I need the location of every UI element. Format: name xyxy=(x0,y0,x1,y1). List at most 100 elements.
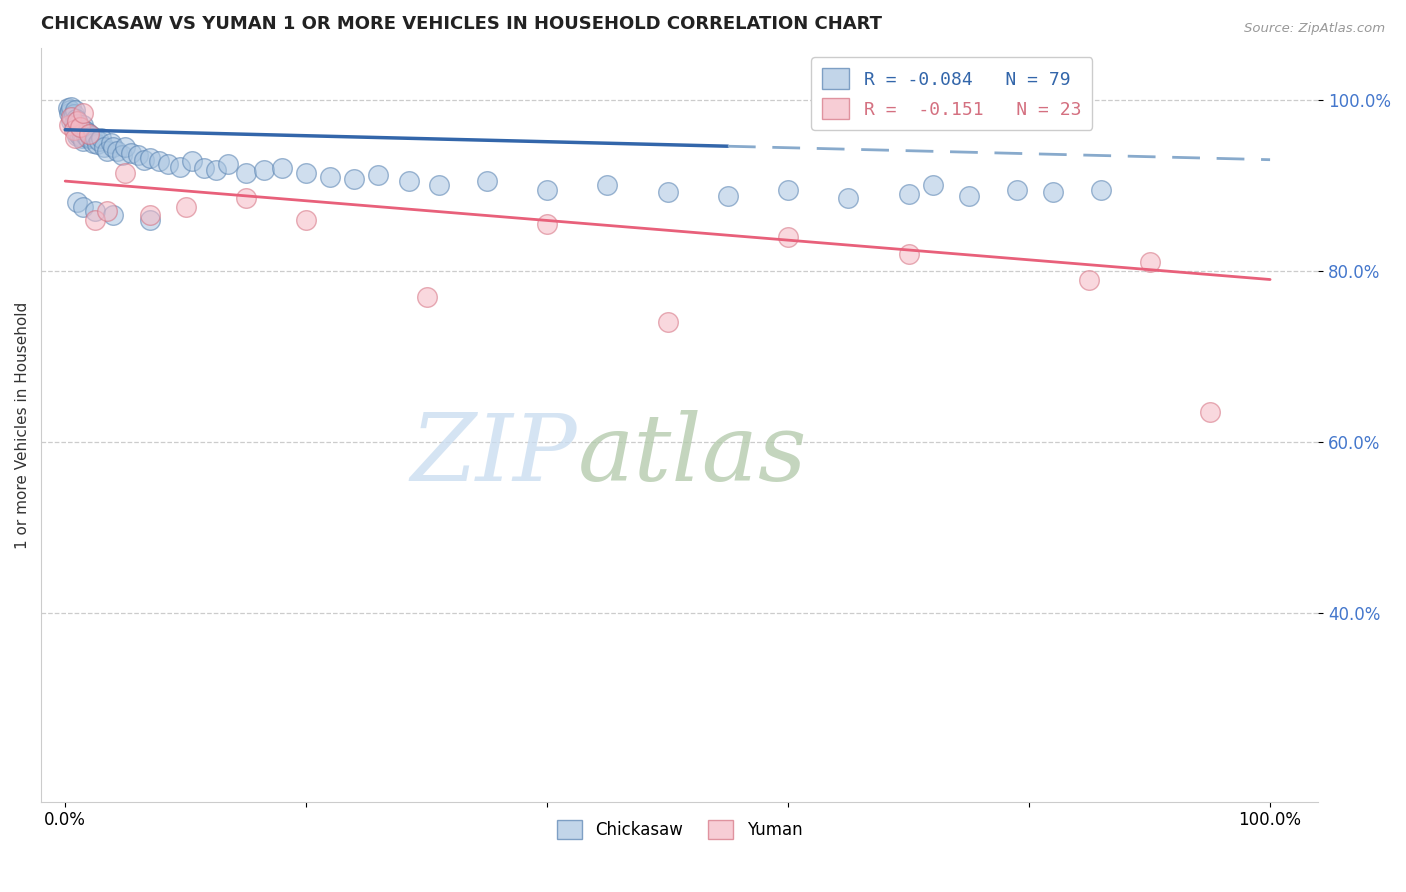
Point xyxy=(367,168,389,182)
Point xyxy=(84,131,107,145)
Text: CHICKASAW VS YUMAN 1 OR MORE VEHICLES IN HOUSEHOLD CORRELATION CHART: CHICKASAW VS YUMAN 1 OR MORE VEHICLES IN… xyxy=(41,15,882,33)
Point xyxy=(65,122,87,136)
Point xyxy=(60,114,83,128)
Point xyxy=(70,125,93,139)
Point xyxy=(75,128,97,143)
Point xyxy=(295,212,318,227)
Point xyxy=(138,212,160,227)
Point xyxy=(536,183,558,197)
Point xyxy=(957,188,980,202)
Point xyxy=(80,128,103,143)
Point xyxy=(62,107,84,121)
Point xyxy=(174,200,197,214)
Point xyxy=(87,134,110,148)
Point xyxy=(72,105,94,120)
Point xyxy=(156,157,179,171)
Point xyxy=(65,112,87,127)
Point xyxy=(475,174,498,188)
Point xyxy=(180,154,202,169)
Point xyxy=(56,101,79,115)
Point xyxy=(897,247,920,261)
Point xyxy=(59,103,82,117)
Text: Source: ZipAtlas.com: Source: ZipAtlas.com xyxy=(1244,22,1385,36)
Point xyxy=(69,128,91,143)
Point xyxy=(114,140,136,154)
Point xyxy=(253,163,276,178)
Point xyxy=(58,119,80,133)
Point xyxy=(72,200,94,214)
Text: ZIP: ZIP xyxy=(411,410,578,500)
Y-axis label: 1 or more Vehicles in Household: 1 or more Vehicles in Household xyxy=(15,301,30,549)
Point xyxy=(96,144,118,158)
Point xyxy=(217,157,239,171)
Point xyxy=(717,188,740,202)
Point xyxy=(778,183,800,197)
Point xyxy=(127,148,149,162)
Point xyxy=(96,204,118,219)
Point xyxy=(66,114,89,128)
Point xyxy=(536,217,558,231)
Point xyxy=(657,315,679,329)
Legend: Chickasaw, Yuman: Chickasaw, Yuman xyxy=(550,814,808,846)
Point xyxy=(148,154,170,169)
Point xyxy=(1139,255,1161,269)
Point xyxy=(1078,272,1101,286)
Point xyxy=(66,128,89,143)
Point xyxy=(778,229,800,244)
Point xyxy=(79,127,101,141)
Point xyxy=(398,174,420,188)
Point xyxy=(69,120,91,135)
Point xyxy=(100,136,122,150)
Point xyxy=(121,145,143,160)
Point xyxy=(69,120,91,135)
Point xyxy=(343,171,366,186)
Point xyxy=(93,140,115,154)
Point xyxy=(1198,405,1220,419)
Point xyxy=(60,110,83,124)
Point xyxy=(111,148,134,162)
Point xyxy=(72,119,94,133)
Point xyxy=(62,110,84,124)
Point xyxy=(138,151,160,165)
Point xyxy=(921,178,943,193)
Point xyxy=(58,105,80,120)
Point xyxy=(427,178,450,193)
Point xyxy=(271,161,294,176)
Point xyxy=(235,165,257,179)
Point xyxy=(79,127,101,141)
Point xyxy=(62,122,84,136)
Point xyxy=(70,131,93,145)
Point xyxy=(67,117,90,131)
Point xyxy=(103,208,125,222)
Point xyxy=(103,140,125,154)
Point xyxy=(657,185,679,199)
Point xyxy=(1042,185,1064,199)
Point xyxy=(60,100,83,114)
Point xyxy=(76,125,98,139)
Point xyxy=(132,153,155,167)
Point xyxy=(105,144,128,158)
Point xyxy=(63,131,86,145)
Point xyxy=(1090,183,1112,197)
Point xyxy=(114,165,136,179)
Point xyxy=(897,186,920,201)
Point xyxy=(73,122,96,136)
Point xyxy=(63,120,86,135)
Point xyxy=(319,169,342,184)
Point xyxy=(86,137,108,152)
Point xyxy=(837,191,859,205)
Point xyxy=(138,208,160,222)
Point xyxy=(84,212,107,227)
Text: atlas: atlas xyxy=(578,410,807,500)
Point xyxy=(415,290,437,304)
Point xyxy=(63,103,86,117)
Point xyxy=(77,131,100,145)
Point xyxy=(235,191,257,205)
Point xyxy=(82,136,104,150)
Point xyxy=(193,161,215,176)
Point xyxy=(596,178,619,193)
Point xyxy=(62,117,84,131)
Point xyxy=(67,127,90,141)
Point xyxy=(1005,183,1028,197)
Point xyxy=(66,195,89,210)
